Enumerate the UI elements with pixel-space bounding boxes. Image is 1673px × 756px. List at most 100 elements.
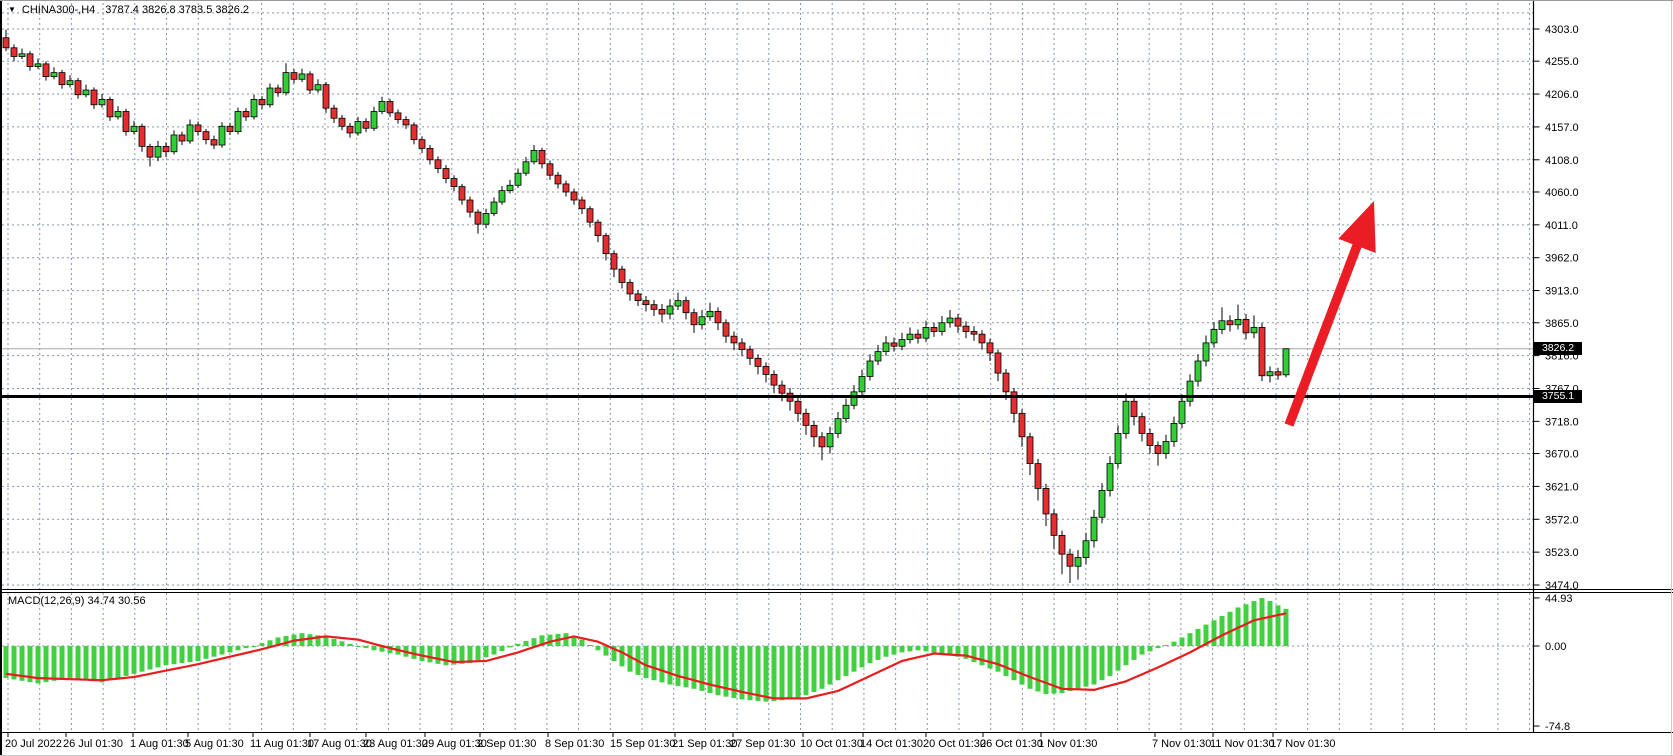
candle-body	[210, 139, 218, 146]
macd-histogram-bar	[731, 646, 737, 699]
candle-body	[826, 433, 834, 448]
candle-body	[1186, 380, 1194, 402]
price-tick-label: 3474.0	[1545, 580, 1579, 592]
macd-histogram-bar	[1139, 646, 1145, 655]
candle-body	[290, 72, 298, 80]
macd-histogram-bar	[483, 646, 489, 658]
macd-histogram-bar	[579, 639, 585, 646]
macd-histogram-bar	[51, 646, 57, 681]
macd-histogram-bar	[139, 646, 145, 672]
candle-body	[658, 308, 666, 315]
candle-body	[754, 357, 762, 367]
macd-histogram-bar	[1107, 646, 1113, 676]
time-axis-label: 10 Oct 01:30	[800, 738, 863, 750]
macd-histogram-bar	[387, 646, 393, 654]
candle-body	[946, 317, 954, 324]
macd-histogram-bar	[811, 646, 817, 693]
candle-body	[450, 178, 458, 188]
macd-histogram-bar	[243, 646, 249, 649]
candle-body	[1274, 371, 1282, 376]
candle-body	[570, 191, 578, 201]
candle-body	[10, 47, 18, 57]
candle-body	[738, 342, 746, 350]
macd-histogram-bar	[1083, 646, 1089, 687]
macd-histogram-bar	[939, 646, 945, 654]
candle-body	[218, 125, 226, 146]
price-tick-label: 3621.0	[1545, 481, 1579, 493]
candle-body	[162, 145, 170, 153]
symbol-dropdown-icon[interactable]: ▼	[8, 5, 16, 14]
macd-histogram-bar	[859, 646, 865, 668]
candle-body	[706, 310, 714, 318]
candle-body	[810, 424, 818, 438]
candle-body	[1226, 320, 1234, 326]
macd-histogram-bar	[587, 644, 593, 646]
candle-body	[338, 117, 346, 127]
candle-body	[346, 125, 354, 134]
candle-body	[42, 63, 50, 78]
macd-histogram-bar	[875, 646, 881, 660]
macd-histogram-bar	[595, 646, 601, 651]
macd-histogram-bar	[1219, 616, 1225, 646]
trend-arrow-shaft[interactable]	[1284, 238, 1364, 427]
macd-histogram-bar	[723, 646, 729, 697]
macd-histogram-bar	[411, 646, 417, 659]
macd-histogram-bar	[747, 646, 753, 701]
macd-histogram-bar	[923, 646, 929, 652]
macd-histogram-bar	[1091, 646, 1097, 685]
macd-tick-label: 0.00	[1545, 641, 1566, 653]
macd-histogram-bar	[851, 646, 857, 672]
macd-histogram-bar	[659, 646, 665, 683]
chart-title: ▼ CHINA300-,H4 3787.4 3826.8 3783.5 3826…	[8, 3, 249, 17]
macd-tick-label: -74.8	[1545, 721, 1570, 733]
macd-histogram-bar	[43, 646, 49, 683]
candle-body	[1154, 445, 1162, 454]
trend-arrow-head[interactable]	[1338, 201, 1376, 253]
candle-body	[922, 327, 930, 339]
time-axis-label: 11 Nov 01:30	[1210, 738, 1275, 750]
macd-histogram-bar	[1011, 646, 1017, 681]
macd-histogram-bar	[691, 646, 697, 689]
macd-histogram-bar	[763, 646, 769, 702]
macd-histogram-bar	[203, 646, 209, 659]
macd-histogram-bar	[1227, 611, 1233, 646]
candle-body	[746, 349, 754, 359]
price-tick-label: 3913.0	[1545, 286, 1579, 298]
candle-body	[858, 376, 866, 393]
time-axis-label: 5 Aug 01:30	[185, 738, 244, 750]
candle-body	[674, 300, 682, 307]
macd-histogram-bar	[827, 646, 833, 685]
macd-histogram-bar	[523, 641, 529, 646]
macd-histogram-bar	[883, 646, 889, 657]
candle-body	[802, 412, 810, 426]
price-tick-label: 3718.0	[1545, 416, 1579, 428]
macd-histogram-bar	[1027, 646, 1033, 689]
candle-body	[906, 333, 914, 340]
candle-body	[834, 418, 842, 434]
macd-histogram-bar	[931, 646, 937, 653]
candle-body	[1218, 320, 1226, 330]
macd-histogram-bar	[835, 646, 841, 681]
macd-histogram-bar	[803, 646, 809, 696]
candle-body	[242, 111, 250, 118]
candle-body	[626, 282, 634, 295]
candle-body	[402, 119, 410, 126]
macd-histogram-bar	[643, 646, 649, 679]
candle-body	[1050, 513, 1058, 536]
macd-histogram-bar	[363, 646, 369, 649]
time-axis-label: 11 Aug 01:30	[250, 738, 314, 750]
candle-body	[322, 84, 330, 109]
macd-histogram-bar	[627, 646, 633, 672]
macd-signal-line	[5, 612, 1287, 700]
candle-body	[562, 183, 570, 193]
candle-body	[1210, 329, 1218, 344]
candle-body	[1074, 557, 1082, 567]
time-axis-label: 15 Sep 01:30	[610, 738, 675, 750]
macd-histogram-bar	[443, 646, 449, 666]
macd-histogram-bar	[891, 646, 897, 655]
macd-histogram-bar	[235, 646, 241, 651]
macd-histogram-bar	[283, 636, 289, 646]
candle-body	[202, 131, 210, 141]
